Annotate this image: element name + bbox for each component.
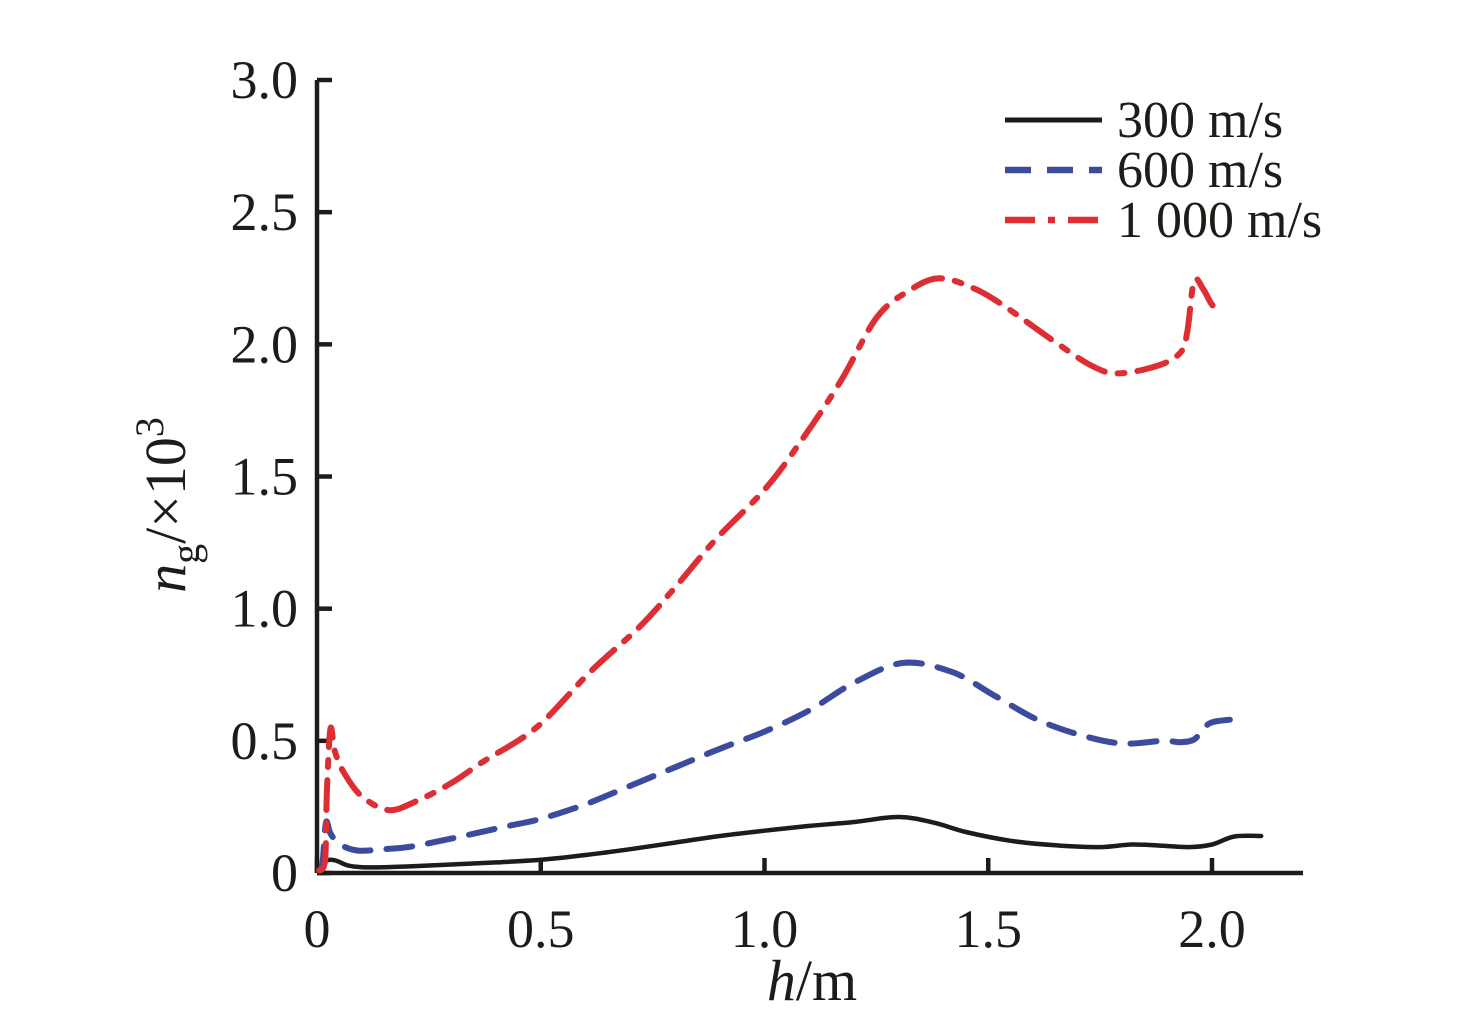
y-tick-label: 0.5 [231, 711, 299, 771]
plot-axes: 0 0.5 1.0 1.5 2.0 0 0.5 1.0 1.5 2.0 2.5 3.0 [231, 50, 1303, 959]
legend-item-600ms: 600 m/s [1005, 142, 1283, 199]
x-axis-title-symbol: h [767, 948, 796, 1013]
x-tick-label: 0.5 [507, 899, 575, 959]
y-tick-label: 0 [271, 843, 298, 903]
y-tick-marks: 0 0.5 1.0 1.5 2.0 2.5 3.0 [231, 50, 332, 903]
y-axis-title: ng/×103 [127, 417, 208, 593]
legend-item-300ms: 300 m/s [1005, 92, 1283, 149]
legend-item-1000ms: 1 000 m/s [1005, 192, 1322, 249]
y-tick-label: 3.0 [231, 50, 299, 110]
x-tick-label: 2.0 [1178, 899, 1246, 959]
y-axis-title-symbol: n [133, 564, 198, 593]
legend: 300 m/s 600 m/s 1 000 m/s [1005, 92, 1322, 249]
y-axis-title-rest: /×10 [133, 437, 198, 544]
legend-label-300ms: 300 m/s [1117, 92, 1283, 149]
x-axis-title: h/m [767, 948, 857, 1013]
x-tick-label: 1.5 [955, 899, 1023, 959]
plot-series [316, 275, 1264, 874]
x-axis-title-unit: /m [796, 948, 857, 1013]
y-tick-label: 2.0 [231, 314, 299, 374]
curve-1000ms [316, 275, 1224, 874]
y-axis-title-subscript: g [163, 544, 208, 564]
x-tick-label: 0 [304, 899, 331, 959]
curve-300ms [316, 814, 1264, 874]
x-tick-label: 1.0 [731, 899, 799, 959]
y-axis-title-superscript: 3 [127, 417, 172, 437]
y-tick-label: 2.5 [231, 182, 299, 242]
legend-label-1000ms: 1 000 m/s [1117, 192, 1322, 249]
legend-label-600ms: 600 m/s [1117, 142, 1283, 199]
x-tick-marks: 0 0.5 1.0 1.5 2.0 [304, 858, 1246, 959]
y-tick-label: 1.5 [231, 447, 299, 507]
curve-600ms [316, 659, 1233, 874]
y-tick-label: 1.0 [231, 579, 299, 639]
